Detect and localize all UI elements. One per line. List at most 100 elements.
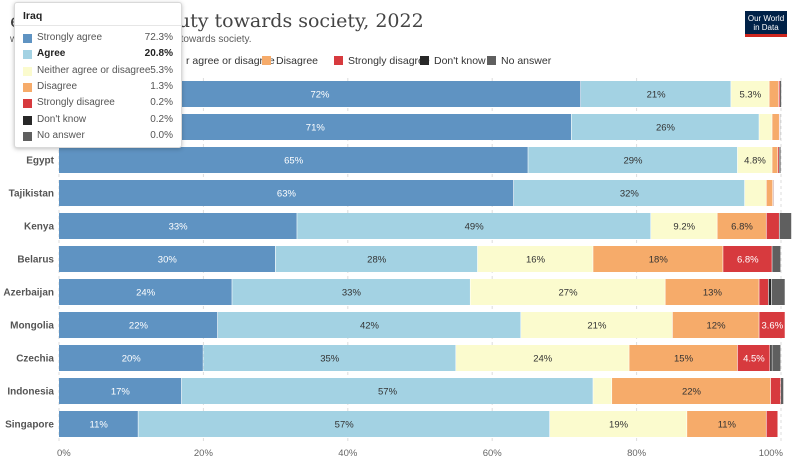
category-label: Tajikistan [9,189,54,200]
x-tick-label: 40% [338,448,358,459]
tooltip-row: Neither agree or disagree 5.3% [23,65,173,79]
tooltip-row: Strongly disagree 0.2% [23,97,173,111]
bar-segment [770,345,772,371]
category-label: Egypt [26,156,54,167]
tooltip-row: Disagree 1.3% [23,81,173,95]
bar-segment [59,411,138,437]
bar-segment [759,312,785,338]
tooltip-series-name: Strongly agree [37,32,103,43]
tooltip-value: 72.3% [144,32,173,43]
bar-segment [781,378,784,404]
tooltip-row: Strongly agree 72.3% [23,32,173,46]
bar-segment [737,345,770,371]
tooltip-series-name: Agree [37,48,66,60]
tooltip-row: No answer 0.0% [23,130,173,144]
data-label: 72% [310,90,330,101]
data-label: 16% [526,255,546,266]
tooltip-series-name: Neither agree or disagree [37,64,151,76]
data-label: 18% [649,255,669,266]
legend-item[interactable]: Strongly disagree [334,55,430,67]
bar-segment [779,147,781,173]
bar-segment [59,345,203,371]
x-tick-label: 20% [194,448,214,459]
bar-segment [766,180,773,206]
data-label: 57% [335,420,355,431]
bar-segment [297,213,651,239]
data-label: 6.8% [731,222,753,233]
bar-segment [59,147,528,173]
data-label: 9.2% [673,222,695,233]
bar-segment [59,180,514,206]
tooltip-value: 0.2% [150,113,173,125]
bar-segment [779,213,792,239]
data-label: 32% [620,189,640,200]
tooltip-swatch [23,99,32,109]
bar-segment [771,279,785,305]
bar-segment [59,312,218,338]
bar-segment [778,147,779,173]
data-label: 33% [342,288,362,299]
data-label: 20% [122,354,142,365]
legend-item[interactable]: No answer [487,55,551,67]
category-label: Singapore [5,420,54,431]
tooltip-value: 0.0% [150,129,173,141]
category-label: Belarus [17,255,54,266]
bar-segment [665,279,759,305]
data-label: 26% [656,123,676,134]
data-label: 22% [129,321,149,332]
tooltip-swatch [23,131,32,141]
bar-segment [217,312,521,338]
bar-segment [521,312,673,338]
data-label: 63% [277,189,297,200]
bar-segment [477,246,593,272]
bar-segment [513,180,745,206]
data-label: 24% [136,288,156,299]
legend-swatch [262,56,271,65]
bar-segment [571,114,759,140]
legend-swatch [487,56,496,65]
bar-segment [232,279,470,305]
legend-label: Strongly disagree [348,55,430,67]
legend-label: Don't know [434,55,486,67]
bar-segment [772,114,779,140]
tooltip-value: 0.2% [150,97,173,109]
owid-logo[interactable]: Our World in Data [745,11,787,37]
bar-segment [672,312,759,338]
bar-segment [59,378,182,404]
data-label: 11% [90,420,109,431]
legend-item[interactable]: Disagree [262,55,318,67]
data-label: 21% [587,321,607,332]
data-label: 28% [367,255,387,266]
tooltip-value: 5.3% [150,64,173,76]
category-label: Indonesia [7,387,54,398]
bar-segment [780,81,782,107]
data-label: 12% [707,321,727,332]
x-tick-label: 100% [759,448,784,459]
tooltip-swatch [23,115,32,125]
legend-label: Disagree [276,55,319,67]
category-label: Czechia [16,354,54,365]
bar-segment [470,279,665,305]
bar-segment [731,81,769,107]
category-label: Azerbaijan [3,288,54,299]
bar-segment [612,378,771,404]
logo-line-2: in Data [753,23,779,32]
data-label: 4.5% [743,354,765,365]
hover-tooltip: Iraq Strongly agree 72.3% Agree 20.8% Neithe… [14,2,182,148]
x-tick-label: 60% [483,448,503,459]
data-label: 19% [609,420,629,431]
bar-segment [737,147,772,173]
data-label: 21% [647,90,667,101]
tooltip-divider [15,25,181,26]
bar-segment [181,378,593,404]
bar-segment [549,411,687,437]
tooltip-swatch [23,82,32,92]
legend-swatch [420,56,429,65]
data-label: 13% [703,288,723,299]
legend-item[interactable]: Don't know [420,55,486,67]
bar-segment [772,246,781,272]
tooltip-series-name: Don't know [37,113,87,125]
bar-segment [723,246,772,272]
tooltip-series-name: Disagree [37,80,78,92]
data-label: 30% [158,255,178,266]
